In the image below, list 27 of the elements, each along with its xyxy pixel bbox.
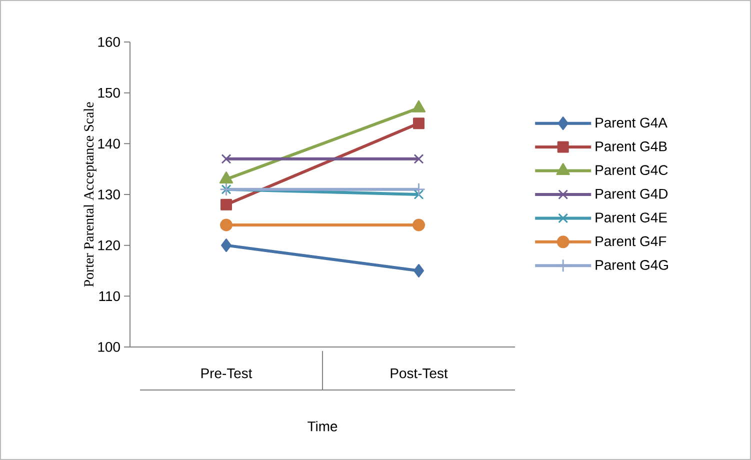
legend-label: Parent G4A: [596, 118, 668, 128]
legend-label: Parent G4B: [596, 141, 667, 152]
point: [221, 238, 232, 252]
y-tick-label: 130: [98, 190, 120, 200]
point: [414, 154, 424, 164]
y-tick-label: 150: [98, 88, 120, 98]
point: [220, 218, 233, 232]
x-tick-label: Post-Test: [390, 368, 448, 378]
x-tick-label: Pre-Test: [201, 368, 252, 378]
y-tick-label: 120: [98, 240, 120, 250]
y-tick-label: 110: [99, 291, 120, 302]
point: [412, 218, 426, 232]
y-axis-title: Porter Parental Acceptance Scale: [84, 102, 96, 287]
legend-label: Parent G4F: [596, 236, 666, 246]
x-axis-title: Time: [308, 421, 338, 432]
legend-label: Parent G4C: [596, 165, 668, 176]
y-tick-label: 140: [98, 138, 120, 149]
y-tick-label: 100: [98, 342, 120, 352]
point: [414, 189, 424, 200]
point: [413, 118, 425, 130]
point: [221, 154, 232, 164]
legend-label: Parent G4E: [596, 212, 667, 222]
point: [414, 264, 424, 278]
point: [220, 198, 232, 210]
legend-label: Parent G4G: [596, 260, 668, 270]
y-tick-label: 160: [98, 37, 120, 47]
legend-label: Parent G4D: [596, 188, 668, 199]
